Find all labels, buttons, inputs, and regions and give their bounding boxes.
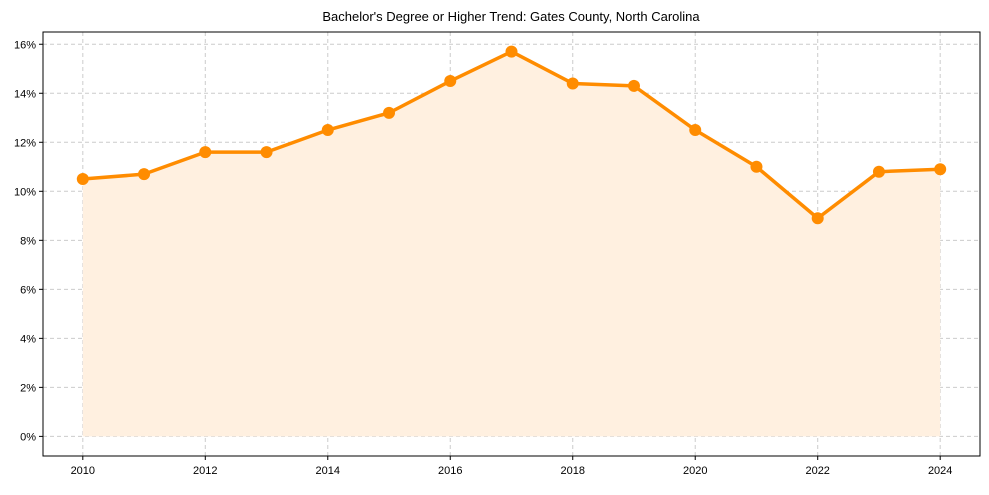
y-tick-label: 10% <box>14 186 36 198</box>
area-fill <box>82 51 941 437</box>
data-point <box>934 163 947 176</box>
data-point <box>627 79 640 92</box>
y-tick-label: 4% <box>20 333 36 345</box>
data-point <box>444 75 457 88</box>
data-points <box>76 45 947 225</box>
data-point <box>383 106 396 119</box>
data-point <box>811 212 824 225</box>
x-tick-label: 2014 <box>316 465 340 477</box>
chart-title: Bachelor's Degree or Higher Trend: Gates… <box>322 9 700 24</box>
data-point <box>689 124 702 137</box>
x-tick-label: 2020 <box>683 465 707 477</box>
data-point <box>199 146 212 159</box>
data-point <box>76 173 89 186</box>
x-tick-label: 2012 <box>193 465 217 477</box>
y-tick-label: 2% <box>20 382 36 394</box>
y-tick-label: 12% <box>14 137 36 149</box>
x-tick-label: 2010 <box>71 465 95 477</box>
x-axis: 2010 2012 2014 2016 2018 2020 2022 2024 <box>71 456 952 477</box>
data-point <box>321 124 334 137</box>
x-tick-label: 2024 <box>928 465 952 477</box>
plot-frame <box>42 31 981 457</box>
y-tick-label: 14% <box>14 88 36 100</box>
y-tick-label: 16% <box>14 39 36 51</box>
x-tick-label: 2018 <box>560 465 584 477</box>
x-tick-label: 2022 <box>805 465 829 477</box>
data-point <box>138 168 151 181</box>
data-point <box>505 45 518 58</box>
data-point <box>872 165 885 178</box>
data-point <box>260 146 273 159</box>
data-point <box>750 160 763 173</box>
y-axis: 0% 2% 4% 6% 8% 10% 12% 14% 16% <box>14 39 43 443</box>
y-tick-label: 0% <box>20 431 36 443</box>
y-tick-label: 8% <box>20 235 36 247</box>
data-point <box>566 77 579 90</box>
y-tick-label: 6% <box>20 284 36 296</box>
x-tick-label: 2016 <box>438 465 462 477</box>
